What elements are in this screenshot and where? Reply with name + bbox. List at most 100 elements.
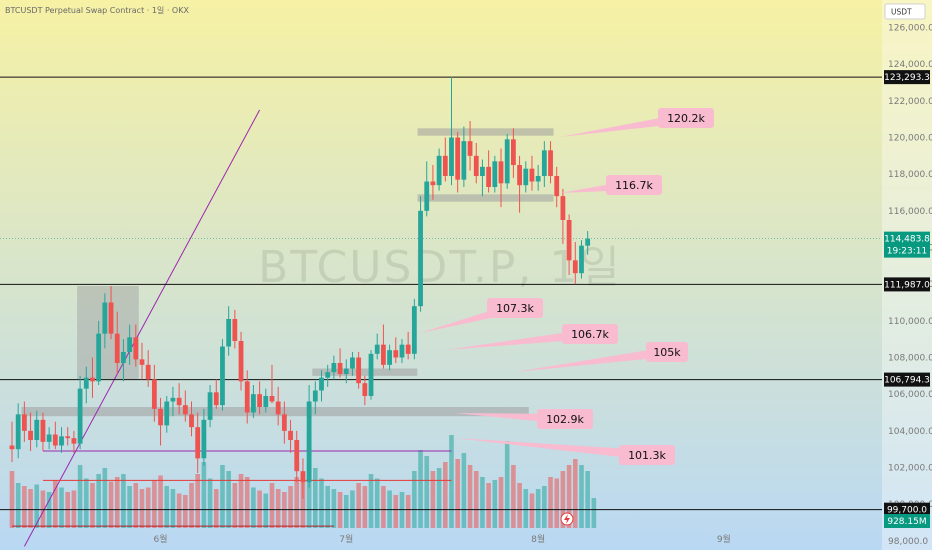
candle[interactable]	[374, 333, 380, 360]
candle[interactable]	[498, 148, 504, 208]
candle[interactable]	[560, 188, 566, 244]
candle[interactable]	[473, 143, 479, 184]
candle[interactable]	[108, 286, 114, 340]
candle[interactable]	[312, 381, 318, 415]
candle[interactable]	[461, 126, 467, 188]
candle[interactable]	[449, 77, 454, 186]
candle[interactable]	[288, 419, 293, 453]
candle[interactable]	[9, 421, 15, 462]
candle[interactable]	[517, 155, 522, 213]
candle[interactable]	[300, 458, 306, 499]
price-axis[interactable]: 98,000.0100,000.0102,000.0104,000.0106,0…	[884, 24, 932, 547]
candle[interactable]	[362, 375, 368, 406]
candle[interactable]	[548, 141, 553, 184]
candle[interactable]	[319, 370, 324, 402]
candle[interactable]	[226, 306, 232, 356]
candle[interactable]	[430, 165, 436, 200]
candle[interactable]	[442, 137, 448, 182]
candle[interactable]	[393, 337, 399, 363]
candle[interactable]	[331, 355, 337, 380]
candle[interactable]	[189, 401, 194, 437]
candle[interactable]	[28, 412, 33, 452]
candle[interactable]	[232, 309, 238, 349]
candle[interactable]	[257, 381, 262, 415]
candle[interactable]	[145, 350, 151, 387]
candle[interactable]	[399, 339, 405, 363]
candle[interactable]	[541, 141, 547, 187]
candle[interactable]	[455, 132, 461, 193]
candle[interactable]	[170, 386, 176, 417]
candle[interactable]	[269, 364, 275, 404]
candle[interactable]	[71, 430, 77, 453]
candle[interactable]	[127, 324, 133, 365]
candle[interactable]	[424, 161, 430, 217]
candle[interactable]	[535, 165, 541, 191]
annotation-callout[interactable]: 102.9k	[455, 409, 593, 429]
candle[interactable]	[77, 375, 83, 450]
candle[interactable]	[182, 390, 188, 422]
candle[interactable]	[90, 357, 95, 398]
candle[interactable]	[59, 427, 64, 453]
candle[interactable]	[83, 366, 89, 404]
candle[interactable]	[504, 133, 510, 189]
candle[interactable]	[585, 231, 591, 255]
candle[interactable]	[34, 410, 40, 448]
candle[interactable]	[96, 320, 102, 385]
candle[interactable]	[325, 364, 331, 387]
level-price-tag[interactable]	[884, 372, 930, 387]
candle[interactable]	[46, 427, 52, 450]
annotation-callout[interactable]: 107.3k	[420, 298, 543, 333]
candle[interactable]	[387, 344, 392, 371]
candle[interactable]	[368, 350, 374, 400]
level-price-tag[interactable]	[884, 70, 930, 85]
candle[interactable]	[158, 397, 163, 446]
candle[interactable]	[523, 161, 529, 193]
date-axis[interactable]: 6월 7월 8월 9월	[154, 533, 731, 545]
candle[interactable]	[102, 293, 108, 349]
level-price-tag[interactable]	[884, 502, 930, 517]
current-price-tag[interactable]	[884, 231, 930, 258]
annotation-callout[interactable]: 120.2k	[560, 108, 714, 137]
candle[interactable]	[164, 396, 170, 433]
candle[interactable]	[480, 159, 485, 197]
candle[interactable]	[15, 403, 21, 459]
candle[interactable]	[40, 412, 46, 452]
candle[interactable]	[294, 430, 300, 483]
candle[interactable]	[201, 408, 207, 466]
candle[interactable]	[151, 364, 157, 422]
candle[interactable]	[207, 385, 213, 428]
candle[interactable]	[337, 348, 343, 378]
annotation-callout[interactable]: 105k	[515, 342, 688, 372]
candle[interactable]	[411, 298, 417, 360]
candle[interactable]	[350, 352, 355, 376]
candle[interactable]	[492, 155, 498, 193]
candle[interactable]	[467, 121, 473, 171]
candle[interactable]	[244, 370, 250, 424]
candle[interactable]	[356, 352, 362, 389]
candle[interactable]	[486, 150, 492, 193]
candle[interactable]	[52, 421, 58, 450]
candle[interactable]	[381, 324, 386, 369]
candle[interactable]	[306, 385, 312, 488]
candle[interactable]	[21, 401, 27, 442]
annotations-layer[interactable]: 120.2k 116.7k 107.3k 106.7k 105k 102.9k 101.3k	[420, 108, 714, 465]
candle[interactable]	[220, 339, 225, 411]
candle[interactable]	[343, 359, 349, 384]
candle[interactable]	[418, 196, 423, 312]
candle[interactable]	[121, 339, 126, 382]
candle[interactable]	[529, 155, 535, 191]
candle[interactable]	[133, 324, 139, 367]
candle[interactable]	[572, 242, 578, 285]
candle[interactable]	[281, 401, 287, 444]
candle[interactable]	[251, 385, 256, 418]
volume-value-tag[interactable]	[884, 514, 930, 528]
candle[interactable]	[114, 311, 120, 374]
candle[interactable]	[579, 240, 584, 279]
annotation-callout[interactable]: 106.7k	[445, 324, 618, 350]
candles-layer[interactable]	[9, 77, 591, 499]
lightning-icon[interactable]	[560, 512, 574, 526]
candle[interactable]	[65, 427, 71, 446]
candle[interactable]	[510, 128, 516, 178]
candle[interactable]	[566, 214, 572, 276]
